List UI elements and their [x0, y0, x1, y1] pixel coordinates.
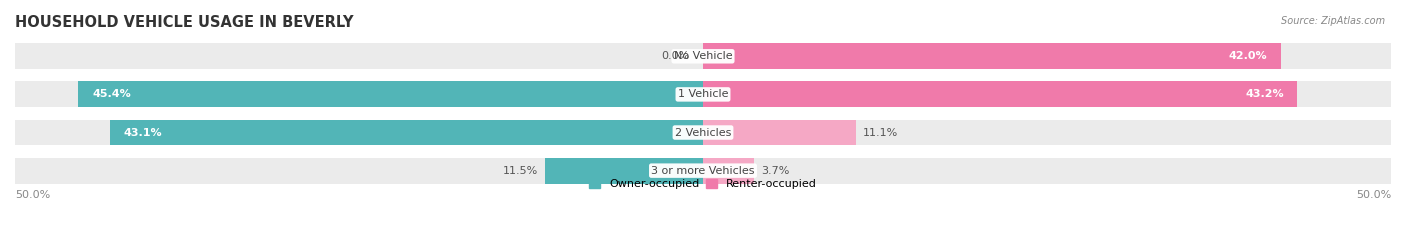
- Bar: [15, 120, 1391, 146]
- Bar: [703, 81, 1298, 107]
- Text: 11.5%: 11.5%: [502, 166, 538, 176]
- Text: 3 or more Vehicles: 3 or more Vehicles: [651, 166, 755, 176]
- Legend: Owner-occupied, Renter-occupied: Owner-occupied, Renter-occupied: [585, 175, 821, 194]
- Text: 1 Vehicle: 1 Vehicle: [678, 89, 728, 99]
- Bar: [79, 81, 703, 107]
- Text: 43.2%: 43.2%: [1246, 89, 1284, 99]
- Text: 2 Vehicles: 2 Vehicles: [675, 128, 731, 138]
- Text: 42.0%: 42.0%: [1229, 51, 1267, 61]
- Bar: [544, 158, 703, 184]
- Text: No Vehicle: No Vehicle: [673, 51, 733, 61]
- Bar: [15, 43, 1391, 69]
- Text: 3.7%: 3.7%: [761, 166, 789, 176]
- Text: 50.0%: 50.0%: [1355, 190, 1391, 201]
- Text: HOUSEHOLD VEHICLE USAGE IN BEVERLY: HOUSEHOLD VEHICLE USAGE IN BEVERLY: [15, 15, 353, 30]
- Bar: [703, 120, 856, 146]
- Bar: [15, 158, 1391, 184]
- Text: 50.0%: 50.0%: [15, 190, 51, 201]
- Bar: [703, 158, 754, 184]
- Text: 43.1%: 43.1%: [124, 128, 162, 138]
- Bar: [110, 120, 703, 146]
- Bar: [703, 43, 1281, 69]
- Text: Source: ZipAtlas.com: Source: ZipAtlas.com: [1281, 16, 1385, 26]
- Bar: [15, 81, 1391, 107]
- Text: 45.4%: 45.4%: [91, 89, 131, 99]
- Text: 0.0%: 0.0%: [661, 51, 689, 61]
- Text: 11.1%: 11.1%: [863, 128, 898, 138]
